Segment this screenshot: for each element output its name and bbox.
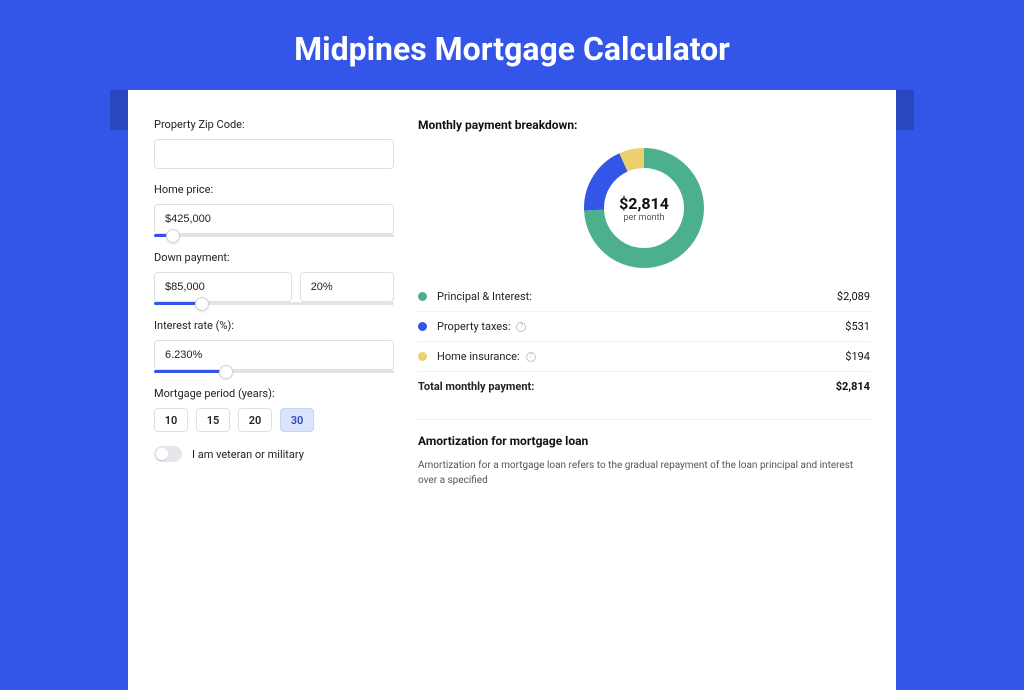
form-column: Property Zip Code: Home price: Down paym…: [154, 118, 394, 690]
interest-rate-slider-fill: [154, 370, 226, 373]
breakdown-rows: Principal & Interest:$2,089Property taxe…: [418, 282, 870, 372]
period-button-10[interactable]: 10: [154, 408, 188, 432]
breakdown-value: $531: [845, 320, 870, 333]
down-payment-label: Down payment:: [154, 251, 394, 264]
page-title: Midpines Mortgage Calculator: [0, 0, 1024, 90]
amortization-title: Amortization for mortgage loan: [418, 434, 870, 448]
interest-rate-label: Interest rate (%):: [154, 319, 394, 332]
results-column: Monthly payment breakdown: $2,814 per mo…: [418, 118, 870, 690]
home-price-input[interactable]: [154, 204, 394, 234]
donut-sub: per month: [623, 213, 664, 223]
home-price-label: Home price:: [154, 183, 394, 196]
mortgage-period-field-group: Mortgage period (years): 10 15 20 30: [154, 387, 394, 432]
info-icon[interactable]: ?: [526, 352, 536, 362]
down-payment-field-group: Down payment:: [154, 251, 394, 305]
donut-amount: $2,814: [619, 194, 669, 213]
legend-dot: [418, 352, 427, 361]
breakdown-value: $194: [845, 350, 870, 363]
veteran-toggle-label: I am veteran or military: [192, 448, 304, 461]
period-button-15[interactable]: 15: [196, 408, 230, 432]
period-button-20[interactable]: 20: [238, 408, 272, 432]
mortgage-period-label: Mortgage period (years):: [154, 387, 394, 400]
breakdown-label: Principal & Interest:: [437, 290, 837, 303]
breakdown-title: Monthly payment breakdown:: [418, 118, 870, 132]
down-payment-pct-input[interactable]: [300, 272, 394, 302]
donut-chart: $2,814 per month: [584, 148, 704, 268]
breakdown-row: Property taxes:?$531: [418, 312, 870, 342]
interest-rate-field-group: Interest rate (%):: [154, 319, 394, 373]
mortgage-period-buttons: 10 15 20 30: [154, 408, 394, 432]
down-payment-input[interactable]: [154, 272, 292, 302]
total-row: Total monthly payment: $2,814: [418, 372, 870, 401]
breakdown-value: $2,089: [837, 290, 870, 303]
veteran-toggle[interactable]: [154, 446, 182, 462]
veteran-toggle-row: I am veteran or military: [154, 446, 394, 462]
breakdown-label: Property taxes:?: [437, 320, 845, 333]
legend-dot: [418, 292, 427, 301]
period-button-30[interactable]: 30: [280, 408, 314, 432]
down-payment-slider-thumb[interactable]: [195, 297, 209, 311]
zip-label: Property Zip Code:: [154, 118, 394, 131]
calculator-card: Property Zip Code: Home price: Down paym…: [128, 90, 896, 690]
home-price-field-group: Home price:: [154, 183, 394, 237]
breakdown-label: Home insurance:?: [437, 350, 845, 363]
breakdown-row: Home insurance:?$194: [418, 342, 870, 372]
total-value: $2,814: [836, 380, 870, 393]
interest-rate-slider-thumb[interactable]: [219, 365, 233, 379]
home-price-slider-thumb[interactable]: [166, 229, 180, 243]
veteran-toggle-knob: [156, 448, 168, 460]
donut-chart-wrap: $2,814 per month: [418, 142, 870, 282]
legend-dot: [418, 322, 427, 331]
zip-field-group: Property Zip Code:: [154, 118, 394, 169]
amortization-section: Amortization for mortgage loan Amortizat…: [418, 419, 870, 488]
info-icon[interactable]: ?: [516, 322, 526, 332]
down-payment-slider[interactable]: [154, 302, 394, 305]
zip-input[interactable]: [154, 139, 394, 169]
donut-center: $2,814 per month: [584, 148, 704, 268]
interest-rate-input[interactable]: [154, 340, 394, 370]
home-price-slider[interactable]: [154, 234, 394, 237]
total-label: Total monthly payment:: [418, 380, 836, 393]
breakdown-row: Principal & Interest:$2,089: [418, 282, 870, 312]
amortization-text: Amortization for a mortgage loan refers …: [418, 458, 870, 488]
interest-rate-slider[interactable]: [154, 370, 394, 373]
